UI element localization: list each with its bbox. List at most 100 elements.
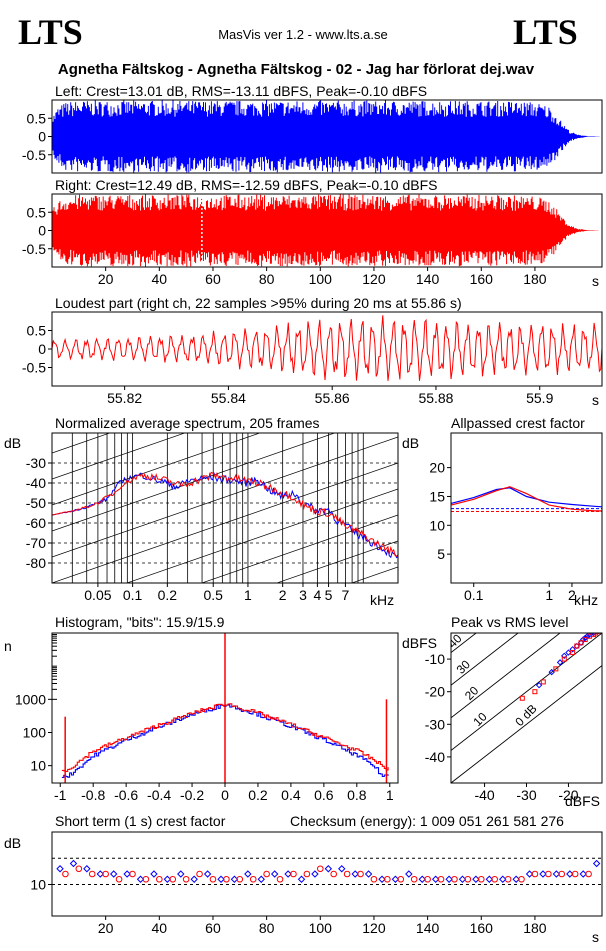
short-term-xunit: s — [592, 929, 599, 945]
allpassed-ytick-label: 10 — [429, 517, 445, 533]
peak-rms-point-right — [570, 650, 576, 656]
peak-rms-point-right — [532, 689, 538, 695]
spectrum-xlabel: kHz — [370, 592, 394, 608]
histogram-ytick-label: 100 — [23, 724, 47, 740]
spectrum-xtick-label: 0.2 — [158, 587, 178, 603]
allpassed-line-right — [450, 486, 602, 512]
peak-rms-diagonal-label: 0 dB — [512, 702, 539, 729]
short-term-xtick-label: 120 — [362, 920, 386, 936]
peak-rms-point-left — [569, 646, 576, 653]
histogram-xtick-label: 0.2 — [248, 787, 268, 803]
spectrum-slope — [52, 462, 398, 583]
short-term-point-right — [263, 870, 270, 878]
loudest-part-xtick-label: 55.9 — [526, 390, 553, 406]
peak-rms-ytick-label: -20 — [425, 684, 445, 700]
peak-rms-diagonals: 0 dB 10 20 30 40 — [451, 633, 602, 783]
short-term-point-left — [499, 875, 507, 883]
right-waveform-xtick-label: 180 — [523, 271, 547, 287]
peak-rms-point-right — [574, 643, 580, 649]
short-term-xtick-label: 160 — [470, 920, 494, 936]
short-term-point-right — [290, 870, 297, 878]
short-term-point-right — [384, 875, 391, 883]
loudest-part-ytick-label: 0 — [38, 341, 46, 357]
short-term-point-left — [163, 875, 172, 883]
peak-rms-xtick-label: -20 — [558, 787, 578, 803]
short-term-xtick-label: 80 — [259, 920, 275, 936]
right-waveform-xtick-label: 160 — [470, 271, 494, 287]
spectrum-ylabel: dB — [4, 435, 21, 451]
short-term-xtick-label: 180 — [523, 920, 547, 936]
short-term-point-right — [531, 870, 539, 878]
short-term-point-right — [397, 875, 405, 883]
logo-right: LTS — [513, 12, 578, 52]
short-term-xtick-label: 60 — [205, 920, 221, 936]
loudest-part-ytick-label: -0.5 — [22, 360, 46, 376]
peak-rms-point-left — [565, 649, 572, 656]
peak-rms-xlabel: dBFS — [565, 793, 600, 809]
short-term-point-left — [472, 875, 480, 883]
histogram-title: Histogram, "bits": 15.9/15.9 — [55, 614, 225, 630]
short-term-point-left — [123, 870, 131, 878]
short-term-point-right — [62, 870, 69, 878]
peak-rms-xtick-label: -30 — [516, 787, 536, 803]
right-waveform-signal — [51, 194, 599, 267]
loudest-part-title: Loudest part (right ch, 22 samples >95% … — [55, 295, 462, 311]
short-term-point-right — [504, 875, 512, 883]
spectrum-xtick-label: 0.5 — [203, 587, 223, 603]
left-waveform-signal — [51, 100, 600, 173]
short-term-point-right — [276, 875, 284, 883]
short-term-point-right — [182, 875, 190, 883]
spectrum-frame — [51, 432, 399, 584]
histogram-xtick-label: 0.8 — [347, 787, 367, 803]
short-term-point-right — [303, 870, 311, 878]
right-waveform-xtick-label: 100 — [309, 271, 333, 287]
short-term-point-left — [69, 859, 78, 868]
peak-rms-point-right — [593, 633, 599, 636]
spectrum-xtick-label: 2 — [279, 587, 287, 603]
short-term-point-left — [458, 875, 467, 883]
logo-left: LTS — [18, 12, 83, 52]
peak-rms-diagonal — [451, 633, 561, 719]
short-term-point-right — [571, 870, 579, 878]
short-term-point-right — [169, 875, 177, 883]
short-term-point-left — [96, 870, 105, 878]
histogram-xtick-label: 1 — [386, 787, 394, 803]
right-waveform-xtick-label: 40 — [152, 271, 168, 287]
histogram-xtick-label: -0.8 — [81, 787, 105, 803]
short-term-point-right — [464, 875, 472, 883]
peak-rms-ylabel: dBFS — [402, 635, 437, 651]
short-term-point-left — [324, 865, 333, 873]
app-version: MasVis ver 1.2 - www.lts.a.se — [218, 27, 388, 42]
spectrum-xtick-label: 0.05 — [84, 587, 111, 603]
short-term-point-right — [370, 875, 378, 883]
short-term-ytick-label: 10 — [30, 877, 46, 893]
short-term-title: Short term (1 s) crest factor — [55, 813, 226, 829]
peak-rms-ytick-label: -30 — [425, 716, 445, 732]
short-term-point-left — [56, 865, 64, 873]
allpassed-frame — [450, 432, 603, 584]
peak-rms-point-right — [553, 666, 559, 672]
loudest-part-ytick-label: 0.5 — [27, 323, 47, 339]
spectrum-title: Normalized average spectrum, 205 frames — [55, 415, 320, 431]
loudest-part-xtick-label: 55.82 — [107, 390, 142, 406]
right-waveform-xtick-label: 140 — [416, 271, 440, 287]
peak-rms-point-right — [519, 695, 525, 701]
right-waveform-xunit: s — [592, 273, 599, 289]
short-term-xtick-label: 40 — [152, 920, 168, 936]
spectrum-slope — [275, 540, 398, 583]
peak-rms-point-right — [582, 637, 588, 643]
short-term-xtick-label: 20 — [98, 920, 114, 936]
allpassed-xtick-label: 1 — [545, 587, 553, 603]
short-term-point-right — [115, 875, 123, 883]
checksum-text: Checksum (energy): 1 009 051 261 581 276 — [290, 813, 564, 829]
spectrum-ytick-label: -50 — [26, 495, 46, 511]
loudest-part-xunit: s — [592, 392, 599, 408]
short-term-point-left — [109, 870, 118, 878]
spectrum-slope — [52, 433, 261, 506]
short-term-point-right — [437, 875, 445, 883]
right-waveform-ytick-label: 0 — [38, 223, 46, 239]
spectrum-line-right — [52, 471, 398, 557]
short-term-point-left — [566, 870, 574, 878]
histogram-ytick-label: 10 — [30, 758, 46, 774]
